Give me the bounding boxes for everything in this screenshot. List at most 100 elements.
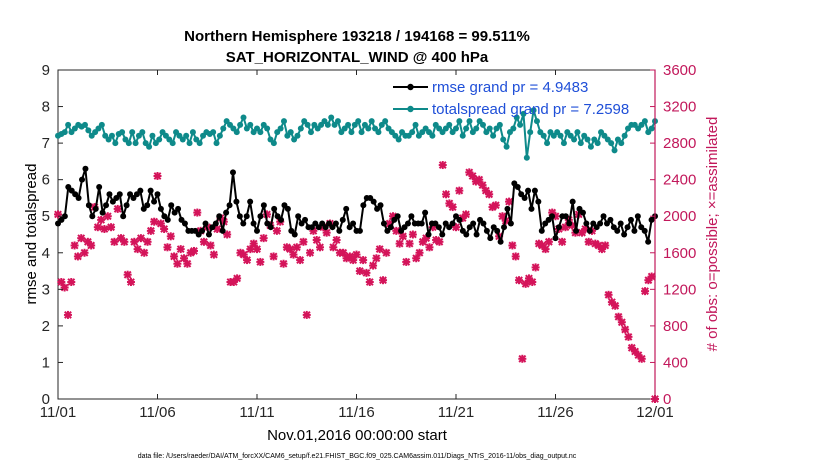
obs-point bbox=[143, 237, 152, 246]
rmse-point bbox=[552, 235, 559, 242]
totalspread-point bbox=[146, 143, 153, 150]
totalspread-point bbox=[355, 118, 362, 125]
totalspread-point bbox=[453, 125, 459, 132]
obs-point bbox=[163, 243, 172, 252]
totalspread-point bbox=[641, 118, 648, 125]
obs-point bbox=[292, 243, 301, 252]
rmse-point bbox=[61, 213, 68, 220]
rmse-point bbox=[480, 220, 487, 227]
x-tick-label: 11/26 bbox=[537, 404, 573, 421]
y-left-tick-label: 2 bbox=[42, 318, 50, 335]
obs-point bbox=[491, 201, 500, 210]
rmse-point bbox=[494, 227, 501, 234]
obs-point bbox=[176, 245, 185, 254]
obs-point bbox=[405, 239, 414, 248]
x-tick-label: 11/11 bbox=[239, 404, 274, 421]
rmse-point bbox=[566, 220, 573, 227]
rmse-point bbox=[202, 220, 209, 227]
obs-point bbox=[126, 278, 135, 287]
rmse-point bbox=[422, 209, 429, 216]
totalspread-point bbox=[375, 129, 382, 136]
y-left-tick-label: 7 bbox=[42, 135, 50, 152]
rmse-point bbox=[216, 213, 223, 220]
obs-point bbox=[189, 246, 198, 255]
obs-point bbox=[269, 252, 278, 261]
obs-point bbox=[621, 325, 630, 334]
rmse-point bbox=[278, 216, 285, 223]
rmse-point bbox=[525, 187, 532, 194]
rmse-point bbox=[394, 213, 401, 220]
totalspread-point bbox=[280, 118, 287, 125]
rmse-point bbox=[463, 231, 470, 238]
totalspread-point bbox=[517, 121, 524, 128]
totalspread-point bbox=[409, 129, 416, 136]
obs-point bbox=[425, 243, 434, 252]
rmse-point bbox=[583, 220, 590, 227]
totalspread-point bbox=[81, 121, 88, 128]
rmse-point bbox=[569, 198, 576, 205]
totalspread-point bbox=[287, 129, 294, 136]
rmse-point bbox=[449, 220, 456, 227]
legend-rmse-marker bbox=[407, 83, 414, 91]
totalspread-point bbox=[496, 121, 503, 128]
totalspread-point bbox=[557, 132, 564, 139]
rmse-point bbox=[106, 191, 113, 198]
totalspread-point bbox=[621, 132, 628, 139]
totalspread-point bbox=[216, 132, 223, 139]
obs-point bbox=[435, 237, 444, 246]
rmse-point bbox=[631, 227, 638, 234]
obs-point bbox=[415, 248, 424, 257]
y-right-tick-label: 3600 bbox=[663, 62, 696, 79]
obs-point bbox=[647, 272, 656, 281]
rmse-point bbox=[229, 169, 236, 176]
rmse-point bbox=[284, 205, 291, 212]
rmse-point bbox=[82, 165, 89, 172]
totalspread-point bbox=[233, 129, 240, 136]
totalspread-point bbox=[503, 143, 510, 150]
obs-point bbox=[455, 186, 464, 195]
rmse-point bbox=[531, 187, 538, 194]
totalspread-point bbox=[119, 129, 126, 136]
rmse-point bbox=[243, 213, 250, 220]
totalspread-point bbox=[486, 125, 493, 132]
chart-subtitle: SAT_HORIZONTAL_WIND @ 400 hPa bbox=[226, 49, 489, 66]
totalspread-point bbox=[112, 140, 119, 147]
obs-point bbox=[150, 217, 159, 226]
rmse-point bbox=[257, 213, 264, 220]
obs-point bbox=[306, 248, 315, 257]
totalspread-point bbox=[61, 129, 68, 136]
obs-point bbox=[448, 203, 457, 212]
totalspread-point bbox=[523, 154, 530, 161]
obs-point bbox=[193, 208, 202, 217]
totalspread-point bbox=[108, 132, 115, 139]
obs-point bbox=[296, 256, 305, 265]
y-right-tick-label: 3200 bbox=[663, 99, 696, 116]
rmse-point bbox=[250, 220, 257, 227]
totalspread-point bbox=[594, 140, 601, 147]
obs-point bbox=[299, 237, 308, 246]
totalspread-point bbox=[65, 121, 72, 128]
rmse-point bbox=[549, 213, 556, 220]
totalspread-point bbox=[149, 132, 156, 139]
obs-point bbox=[110, 237, 119, 246]
obs-point bbox=[375, 245, 384, 254]
obs-point bbox=[60, 283, 69, 292]
totalspread-point bbox=[125, 140, 132, 147]
obs-point bbox=[485, 190, 494, 199]
rmse-point bbox=[425, 231, 432, 238]
obs-point bbox=[468, 172, 477, 181]
y-right-tick-label: 1200 bbox=[663, 281, 696, 298]
obs-point bbox=[103, 212, 112, 221]
rmse-point bbox=[302, 216, 309, 223]
x-tick-label: 11/01 bbox=[40, 404, 76, 421]
x-tick-label: 11/21 bbox=[438, 404, 474, 421]
rmse-point bbox=[175, 205, 182, 212]
obs-point bbox=[515, 276, 524, 285]
rmse-point bbox=[624, 224, 631, 231]
rmse-point bbox=[573, 227, 580, 234]
totalspread-point bbox=[530, 107, 537, 114]
rmse-point bbox=[336, 227, 343, 234]
totalspread-point bbox=[328, 114, 335, 121]
rmse-point bbox=[151, 198, 158, 205]
